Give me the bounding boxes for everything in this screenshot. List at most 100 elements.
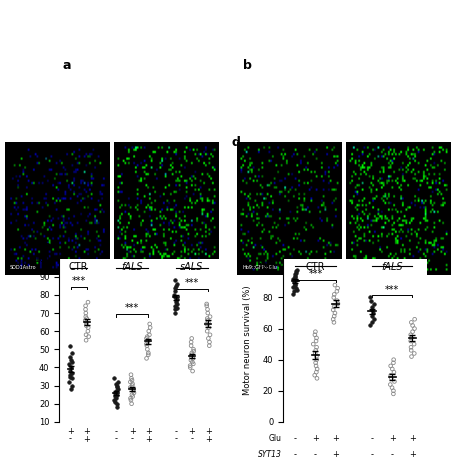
- Point: [113, 391, 120, 399]
- Point: [66, 353, 74, 360]
- Point: [82, 319, 90, 326]
- Point: [291, 270, 299, 278]
- Point: [129, 385, 137, 393]
- Point: [85, 333, 92, 340]
- Point: [111, 389, 119, 397]
- Text: -: -: [294, 450, 297, 459]
- Point: [114, 385, 121, 393]
- Point: [83, 320, 91, 328]
- Point: [204, 309, 211, 317]
- Point: [289, 291, 297, 298]
- Point: [113, 403, 120, 411]
- Text: ***: ***: [385, 285, 400, 295]
- Point: [292, 272, 299, 280]
- Point: [113, 383, 121, 391]
- Point: [292, 284, 300, 292]
- Point: [368, 303, 376, 310]
- Text: -: -: [114, 427, 118, 436]
- Text: ***: ***: [185, 278, 199, 288]
- Point: [145, 351, 152, 358]
- Point: [112, 387, 119, 395]
- Point: [68, 349, 75, 357]
- Point: [293, 266, 301, 273]
- Text: Glu: Glu: [269, 434, 282, 443]
- Point: [144, 337, 152, 344]
- Point: [146, 331, 153, 338]
- Point: [189, 367, 196, 375]
- Point: [84, 328, 91, 335]
- Point: [205, 319, 212, 326]
- Point: [68, 369, 76, 377]
- Point: [111, 392, 118, 400]
- Point: [127, 396, 135, 404]
- Text: -: -: [294, 434, 297, 443]
- Text: ***: ***: [72, 276, 86, 286]
- Point: [291, 281, 299, 289]
- Point: [188, 351, 195, 358]
- Point: [333, 297, 341, 304]
- Point: [172, 298, 180, 306]
- Point: [330, 294, 337, 301]
- Point: [173, 300, 180, 308]
- Point: [407, 337, 414, 345]
- Point: [290, 278, 297, 286]
- Point: [292, 277, 300, 284]
- Point: [171, 277, 179, 284]
- Point: [312, 368, 320, 376]
- Point: [144, 333, 151, 340]
- Point: [368, 319, 375, 326]
- Text: +: +: [145, 427, 152, 436]
- Point: [69, 382, 76, 389]
- Point: [82, 302, 90, 310]
- Text: +: +: [332, 450, 339, 459]
- Point: [83, 315, 91, 322]
- Point: [387, 362, 394, 370]
- Point: [390, 387, 397, 394]
- Point: [391, 378, 398, 385]
- Point: [128, 391, 136, 399]
- Point: [411, 316, 419, 323]
- Point: [187, 338, 195, 346]
- Point: [66, 342, 73, 349]
- Point: [334, 300, 342, 308]
- Text: +: +: [83, 427, 90, 436]
- Point: [312, 346, 319, 354]
- Point: [111, 398, 119, 406]
- Text: Hb9::GFP+Glu: Hb9::GFP+Glu: [242, 264, 277, 270]
- Point: [203, 300, 210, 308]
- Point: [312, 362, 320, 370]
- Text: -: -: [174, 427, 177, 436]
- Point: [366, 294, 374, 301]
- Point: [312, 359, 319, 366]
- Point: [172, 297, 180, 304]
- Point: [329, 306, 337, 314]
- Point: [171, 288, 179, 295]
- Point: [330, 319, 338, 326]
- Point: [66, 371, 74, 379]
- Point: [172, 284, 179, 292]
- Point: [143, 355, 150, 362]
- Point: [127, 378, 134, 386]
- Point: [313, 353, 320, 360]
- Point: [310, 340, 317, 348]
- Point: [128, 374, 135, 382]
- Point: [390, 356, 397, 364]
- Point: [114, 378, 121, 386]
- Point: [113, 382, 121, 389]
- Point: [206, 342, 213, 349]
- Point: [190, 346, 197, 353]
- Point: [204, 306, 211, 313]
- Point: [82, 322, 90, 329]
- Point: [205, 324, 212, 331]
- Point: [171, 291, 178, 299]
- Point: [173, 280, 181, 288]
- Point: [127, 383, 134, 391]
- Point: [330, 303, 338, 310]
- Point: [128, 382, 136, 389]
- Point: [82, 331, 90, 338]
- Text: SYT13: SYT13: [258, 450, 282, 459]
- Text: +: +: [409, 434, 416, 443]
- Point: [390, 368, 398, 376]
- Point: [127, 394, 134, 402]
- Point: [67, 364, 74, 371]
